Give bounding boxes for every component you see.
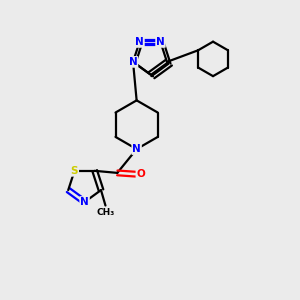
Text: S: S: [71, 166, 78, 176]
Text: N: N: [156, 37, 165, 47]
Text: N: N: [80, 197, 89, 207]
Text: N: N: [129, 57, 137, 67]
Text: N: N: [132, 144, 141, 154]
Text: O: O: [136, 169, 145, 179]
Text: CH₃: CH₃: [96, 208, 115, 217]
Text: N: N: [135, 37, 144, 47]
